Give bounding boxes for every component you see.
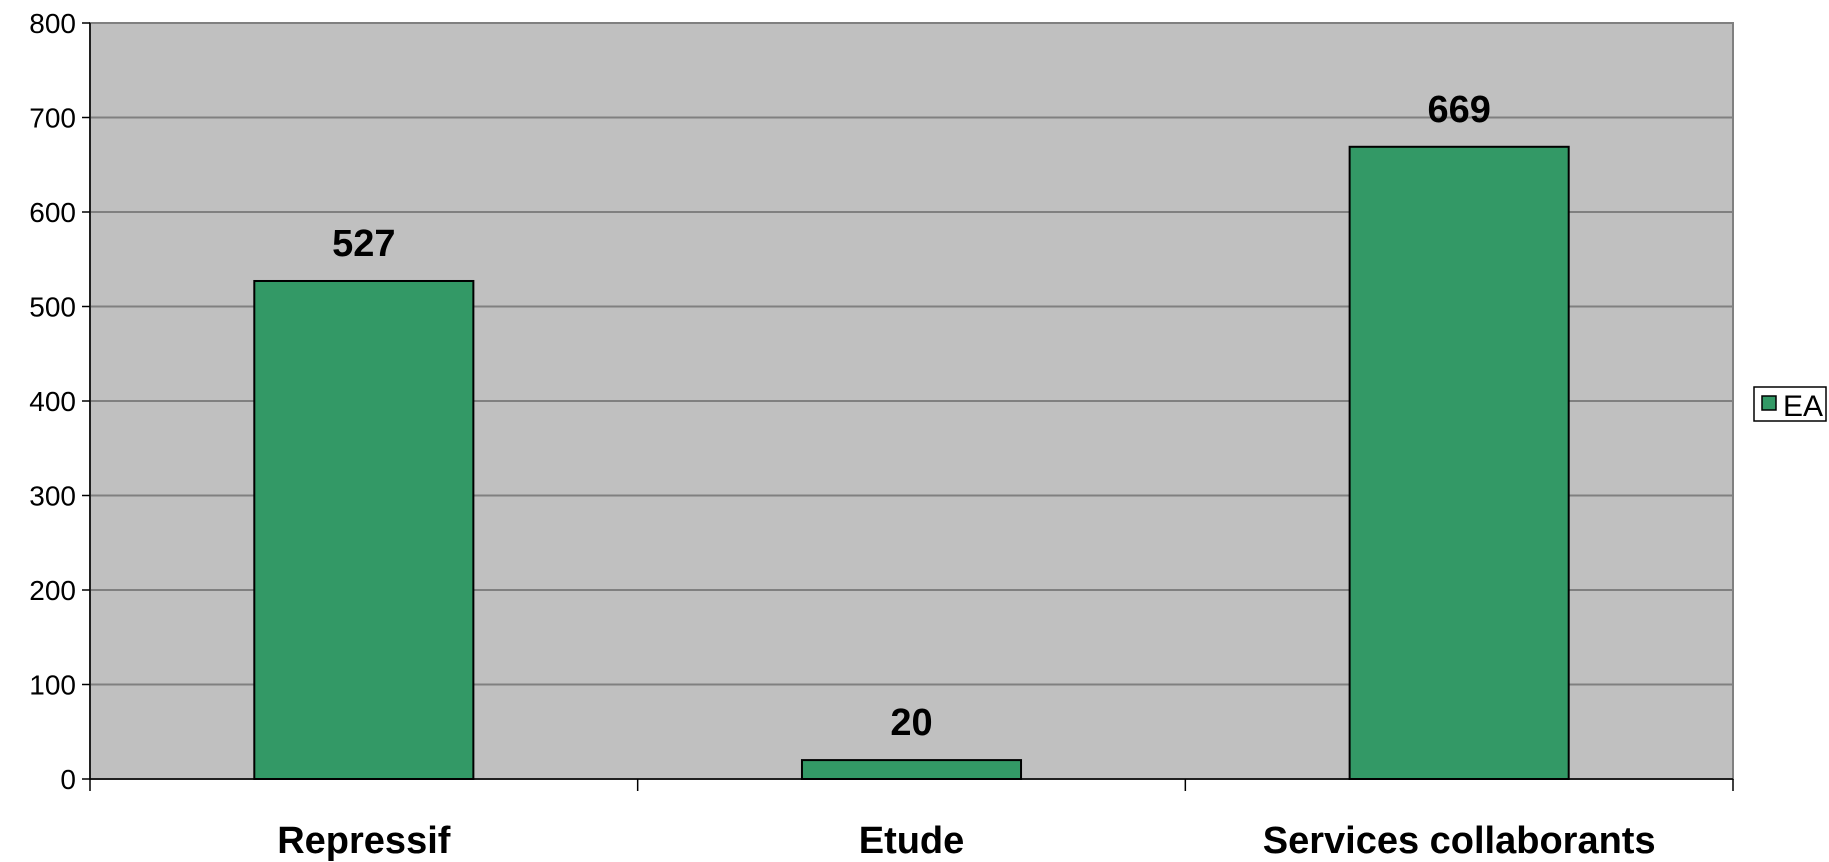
bar xyxy=(253,279,475,780)
y-tick-label: 0 xyxy=(60,764,76,795)
category-label: Services collaborants xyxy=(1263,820,1656,862)
category-label: Etude xyxy=(859,820,965,862)
y-tick-labels: 0 100 200 300 400 500 600 700 800 xyxy=(29,8,76,795)
legend: EA xyxy=(1753,386,1827,423)
legend-swatch xyxy=(1761,395,1777,411)
y-tick-label: 800 xyxy=(29,8,76,39)
axes xyxy=(82,22,1734,791)
category-label: Repressif xyxy=(277,820,451,862)
data-label: 669 xyxy=(1427,89,1490,131)
legend-label: EA xyxy=(1783,390,1823,423)
data-label: 20 xyxy=(890,702,932,744)
y-tick-label: 200 xyxy=(29,575,76,606)
y-tick-label: 100 xyxy=(29,670,76,701)
bar xyxy=(1348,145,1570,781)
data-labels: 527 20 669 xyxy=(332,89,1491,744)
y-tick-label: 400 xyxy=(29,386,76,417)
y-tick-label: 500 xyxy=(29,292,76,323)
y-tick-label: 600 xyxy=(29,197,76,228)
y-tick-label: 300 xyxy=(29,481,76,512)
category-labels: Repressif Etude Services collaborants xyxy=(277,820,1655,862)
bar xyxy=(800,759,1023,780)
data-label: 527 xyxy=(332,223,395,265)
y-tick-label: 700 xyxy=(29,103,76,134)
